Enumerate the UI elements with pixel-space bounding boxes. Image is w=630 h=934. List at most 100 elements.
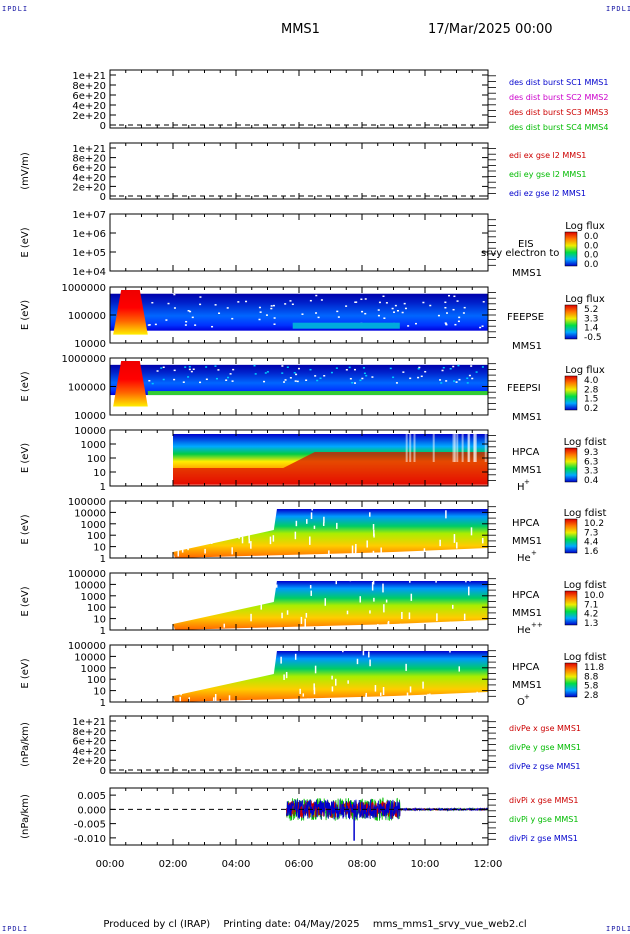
- y-tick-label: 6e+20: [72, 737, 106, 748]
- spectrogram-speckle: [417, 367, 420, 370]
- instrument-label: EIS: [518, 239, 534, 250]
- panel-frame: [109, 69, 489, 129]
- spectrogram-gap: [474, 434, 477, 462]
- spectrogram-speckle: [162, 366, 165, 369]
- spectrogram-speckle: [300, 616, 303, 624]
- spectrogram-speckle: [427, 693, 429, 701]
- legend-entry: des dist burst SC1 MMS1: [509, 78, 608, 87]
- spectrogram-speckle: [314, 375, 317, 377]
- spectrogram-speckle: [199, 518, 202, 526]
- spectrogram-speckle: [462, 312, 465, 314]
- spectrogram-speckle: [361, 310, 364, 313]
- spectrogram-speckle: [385, 599, 388, 603]
- spectrogram-speckle: [444, 322, 447, 324]
- y-tick-label: 10: [93, 468, 106, 479]
- spectrogram-speckle: [410, 593, 413, 601]
- overlay-label: srvy electron to: [481, 248, 559, 259]
- legend-entry: edi ez gse l2 MMS1: [509, 189, 586, 198]
- x-tick-label: 04:00: [222, 859, 251, 870]
- spectrogram-speckle: [445, 323, 448, 326]
- spectrogram-speckle: [215, 377, 218, 380]
- spectrogram-speckle: [232, 368, 235, 371]
- x-tick-label: 00:00: [96, 859, 125, 870]
- spectrogram-speckle: [420, 375, 423, 378]
- y-tick-label: 6e+20: [72, 163, 106, 174]
- spectrogram-speckle: [481, 366, 484, 368]
- spectrogram-speckle: [348, 366, 351, 369]
- spectrogram-speckle: [403, 302, 406, 305]
- spectrogram-speckle: [196, 522, 198, 528]
- spectrogram-speckle: [156, 370, 159, 372]
- spectrogram-speckle: [417, 376, 420, 379]
- panel-frame: [109, 142, 489, 200]
- spectrogram-speckle: [205, 378, 208, 381]
- colorbar-tick-label: 6.3: [584, 457, 598, 467]
- spectrogram-speckle: [234, 573, 237, 578]
- spectrogram-speckle: [227, 376, 230, 379]
- spectrogram-speckle: [177, 603, 179, 612]
- spectrogram-speckle: [359, 596, 361, 603]
- spectrogram-speckle: [291, 303, 294, 306]
- spectrogram-speckle: [404, 307, 407, 310]
- spectrogram-speckle: [395, 382, 398, 384]
- spectrogram-speckle: [226, 307, 229, 309]
- spectrogram-speckle: [299, 688, 301, 694]
- footer-script-name: mms_mms1_srvy_vue_web2.cl: [372, 919, 527, 930]
- spectrogram-speckle: [199, 381, 202, 384]
- spectrogram-speckle: [214, 304, 217, 306]
- spectrogram-speckle: [369, 610, 371, 614]
- spectrogram-speckle: [246, 512, 248, 516]
- colorbar-tick-label: 4.0: [584, 376, 599, 386]
- y-tick-label: 2e+20: [72, 756, 106, 767]
- spectrogram-speckle: [454, 323, 457, 326]
- spectrogram-speckle: [456, 542, 458, 549]
- spectrogram-speckle: [377, 309, 380, 311]
- spectrogram-speckle: [342, 645, 344, 653]
- spectrogram-speckle: [281, 372, 284, 374]
- spectrogram-speckle: [281, 365, 284, 367]
- spectrogram-speckle: [470, 527, 473, 536]
- spectrogram-speckle: [470, 365, 473, 367]
- legend-entry: divPe x gse MMS1: [509, 724, 581, 733]
- spectrogram-speckle: [373, 597, 375, 602]
- spectrogram-speckle: [377, 314, 380, 317]
- spectrogram-speckle: [189, 310, 192, 313]
- panel-frame: [109, 715, 489, 774]
- spectrogram-speckle: [309, 299, 312, 302]
- spectrogram-speckle: [456, 300, 459, 302]
- spectrogram-speckle: [265, 314, 268, 316]
- spectrogram-speckle: [204, 548, 206, 554]
- spectrogram-speckle: [302, 693, 305, 697]
- colorbar-tick-label: 0.0: [584, 251, 599, 261]
- spectrogram-speckle: [248, 531, 250, 540]
- spectrogram-speckle: [214, 693, 217, 703]
- spectrogram-speckle: [387, 622, 389, 627]
- spectrogram-speckle: [181, 542, 184, 549]
- spectrogram-speckle: [437, 314, 440, 317]
- x-tick-label: 12:00: [474, 859, 503, 870]
- spectrogram-speckle: [278, 629, 281, 637]
- spectrogram-speckle: [211, 578, 213, 582]
- spectrogram-speckle: [221, 602, 223, 610]
- spectrogram-speckle: [469, 577, 471, 582]
- y-tick-label: 4e+20: [72, 173, 106, 184]
- spectrogram-gap: [409, 434, 412, 462]
- spectrogram-speckle: [173, 293, 176, 296]
- spectrogram-speckle: [253, 364, 256, 367]
- spectrogram-speckle: [250, 541, 252, 549]
- spectrogram-speckle: [295, 573, 298, 580]
- spectrogram-speckle: [408, 612, 411, 620]
- spectrogram-speckle: [382, 686, 385, 695]
- spectrogram-band-edge: [292, 322, 400, 329]
- spectrogram-speckle: [463, 613, 466, 621]
- spectrogram-speckle: [482, 301, 485, 303]
- colorbar-tick-label: 0.0: [584, 260, 599, 270]
- colorbar-tick-label: 3.3: [584, 314, 598, 324]
- spectrogram-speckle: [362, 367, 365, 369]
- spectrogram-speckle: [297, 367, 300, 370]
- spectrogram-speckle: [210, 536, 213, 544]
- spectrogram-speckle: [346, 610, 349, 615]
- spectrogram-speckle: [311, 502, 313, 511]
- spectrogram-speckle: [177, 548, 180, 557]
